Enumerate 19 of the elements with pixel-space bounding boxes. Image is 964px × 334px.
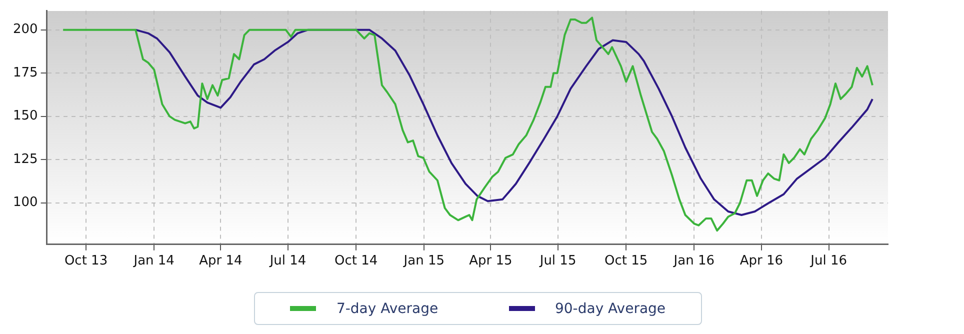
x-tick-label: Apr 14: [199, 254, 242, 269]
y-tick-label: 150: [12, 108, 38, 124]
y-tick-label: 100: [12, 195, 38, 210]
y-tick-label: 175: [12, 65, 38, 80]
y-tick-label: 200: [12, 22, 38, 38]
legend-label: 7-day Average: [336, 300, 438, 316]
y-tick-label: 125: [12, 152, 38, 167]
x-tick-label: Jul 15: [538, 254, 576, 269]
x-tick-label: Oct 14: [334, 254, 378, 269]
x-tick-label: Jan 15: [402, 254, 444, 269]
x-tick-label: Apr 15: [469, 254, 512, 269]
x-tick-label: Apr 16: [740, 254, 784, 269]
x-tick-label: Oct 13: [64, 254, 108, 269]
x-tick-label: Oct 15: [604, 254, 648, 269]
x-tick-label: Jan 16: [672, 254, 715, 269]
x-tick-label: Jul 14: [268, 254, 306, 269]
x-tick-label: Jul 16: [810, 254, 847, 269]
legend-label: 90-day Average: [554, 300, 666, 316]
x-tick-label: Jan 14: [132, 254, 174, 269]
